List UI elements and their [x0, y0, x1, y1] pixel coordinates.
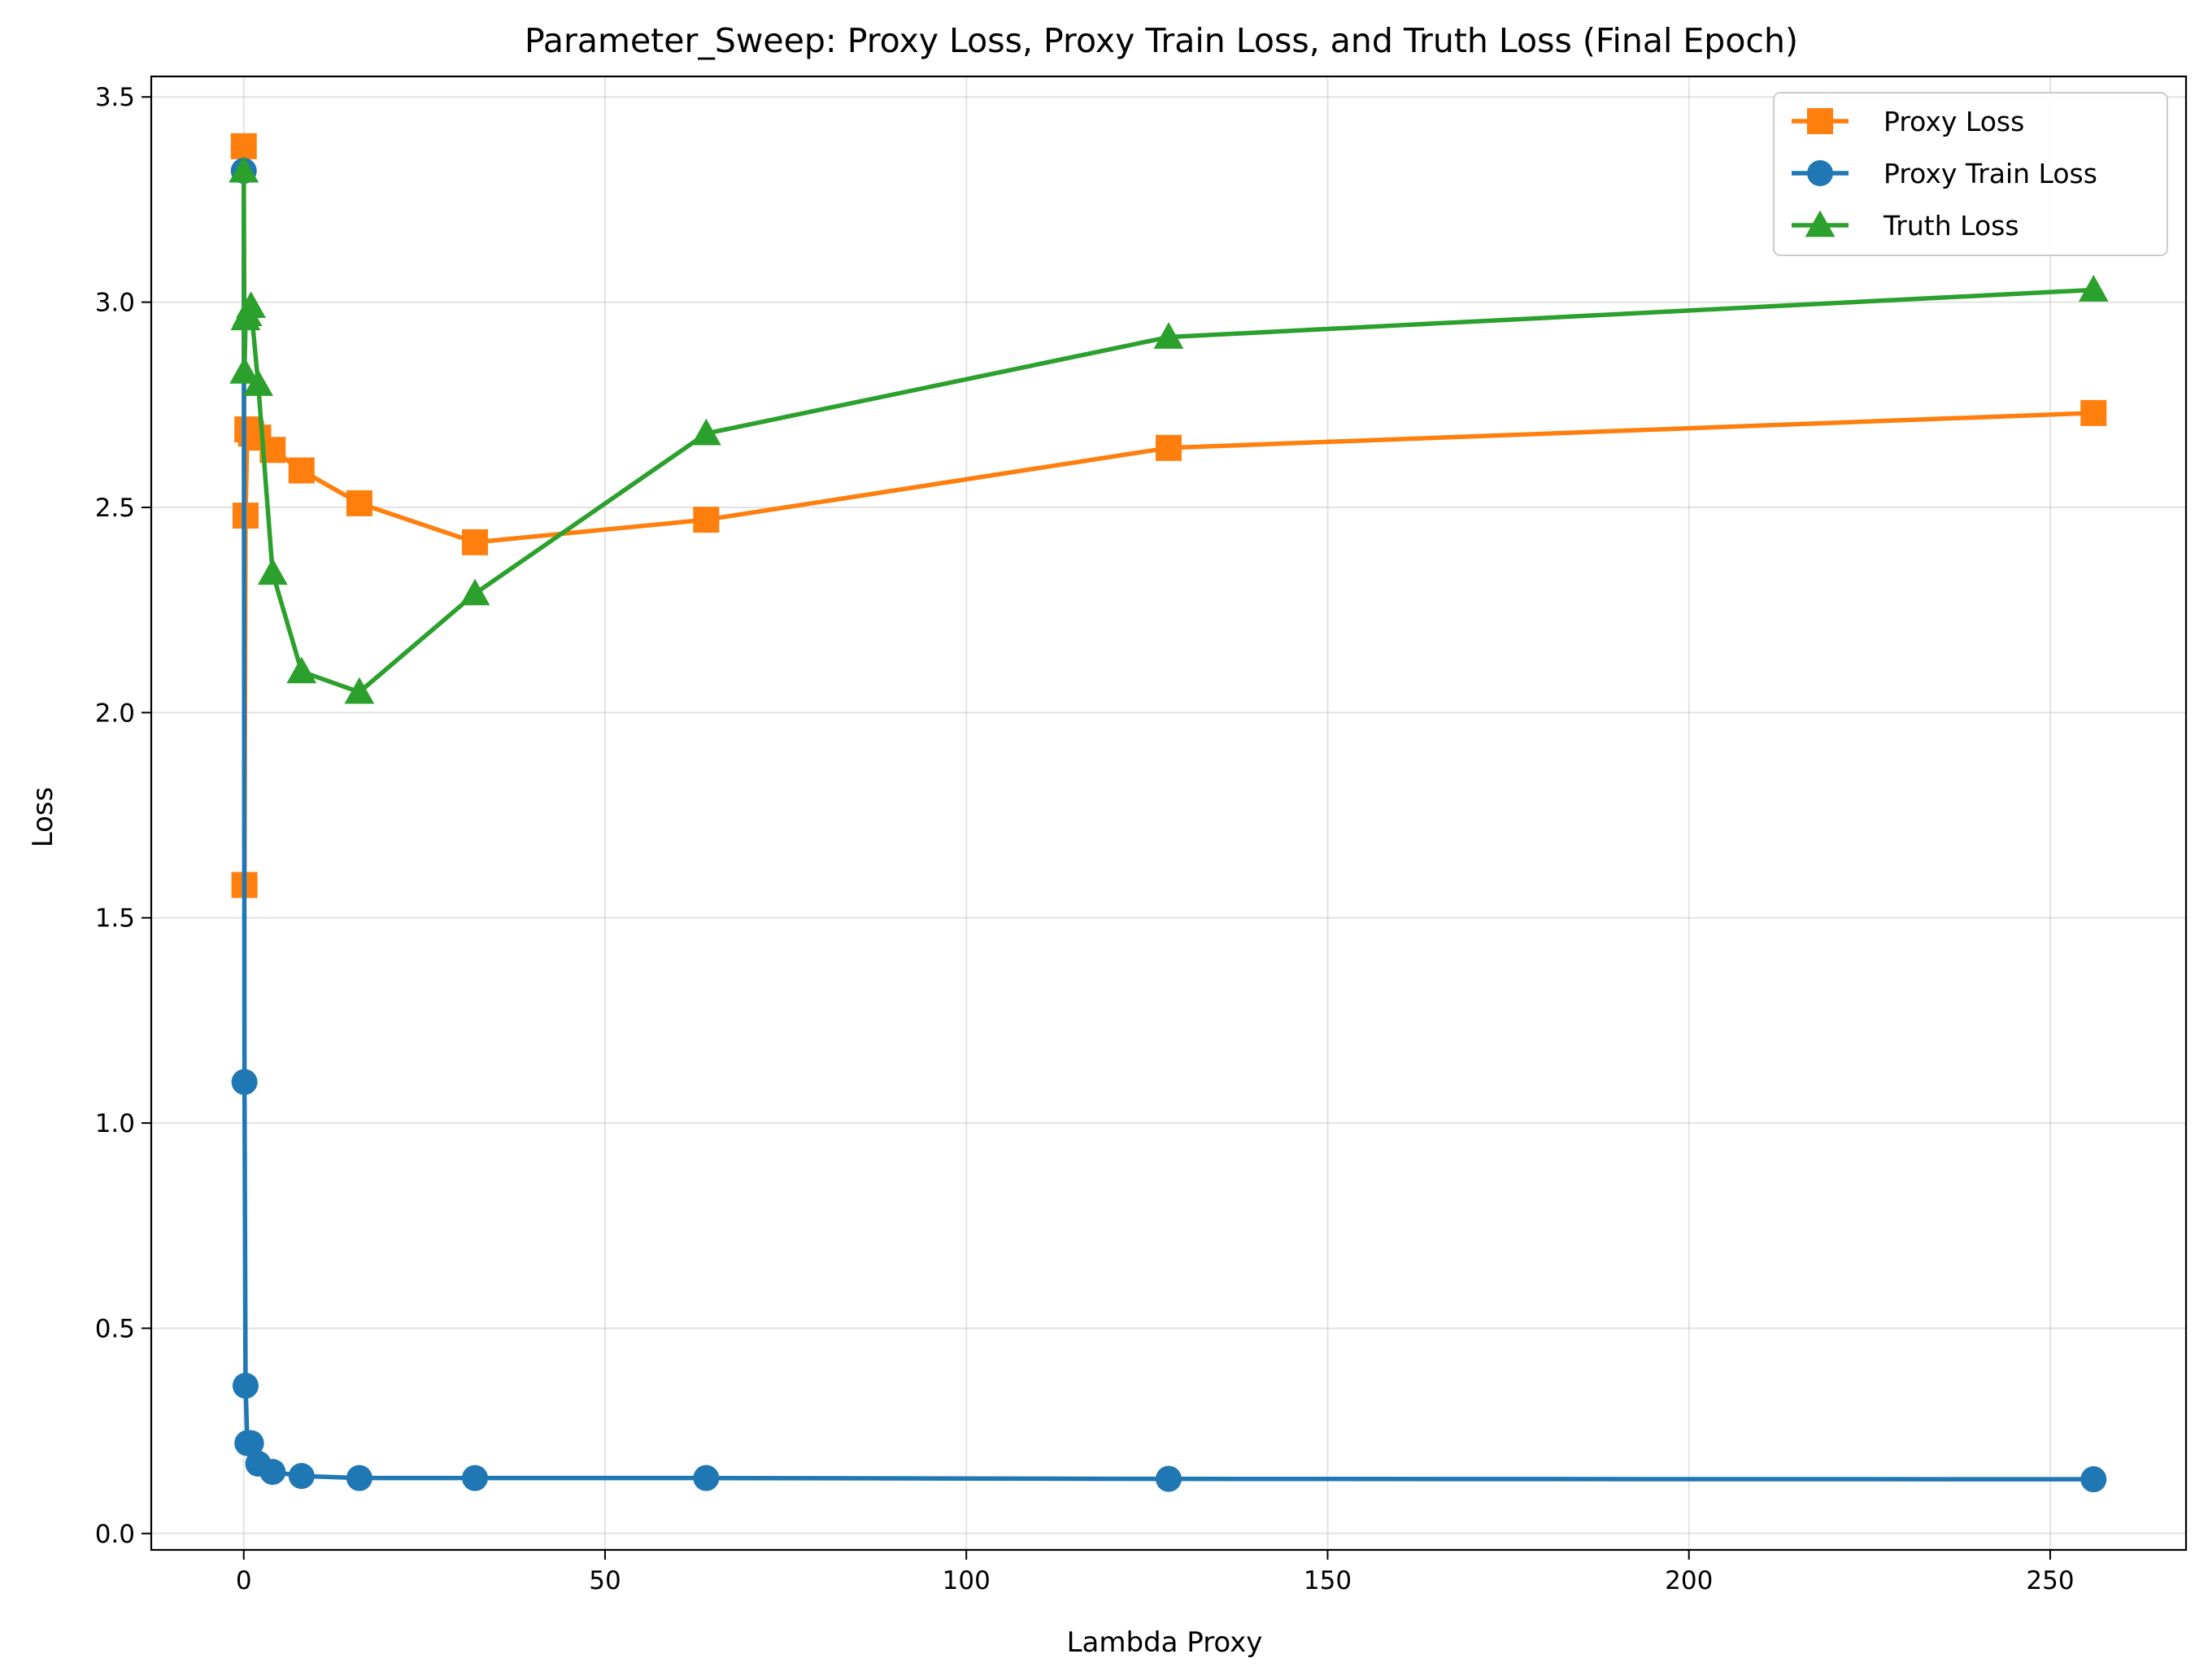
legend-marker: [1807, 160, 1833, 186]
truth-loss-point: [1153, 322, 1184, 349]
proxy-train-loss-point: [232, 1373, 259, 1399]
x-axis-label: Lambda Proxy: [1067, 1626, 1263, 1659]
proxy-train-loss-point: [346, 1465, 372, 1491]
proxy-train-loss-point: [1156, 1465, 1182, 1492]
y-tick-label: 0.5: [95, 1314, 135, 1343]
x-tick-label: 0: [236, 1566, 252, 1595]
legend-item-proxy-loss: Proxy Loss: [1792, 106, 2024, 137]
legend-item-proxy-train-loss: Proxy Train Loss: [1792, 158, 2097, 189]
legend-label: Proxy Loss: [1884, 106, 2024, 137]
proxy-loss-point: [693, 507, 720, 533]
proxy-train-loss-point: [231, 1068, 258, 1095]
proxy-loss-point: [462, 529, 489, 555]
proxy-train-loss-point: [288, 1463, 315, 1490]
y-tick-label: 2.0: [95, 699, 135, 728]
proxy-loss-point: [288, 457, 315, 484]
x-tick-label: 200: [1665, 1566, 1713, 1595]
y-tick-label: 3.0: [95, 289, 135, 318]
proxy-loss-point: [346, 490, 372, 516]
plot-frame: [150, 75, 2188, 1552]
series-layer: [229, 133, 2109, 1493]
y-tick-label: 1.0: [95, 1109, 135, 1138]
truth-loss-point: [286, 656, 317, 684]
axis-ticks: 0 50 100 150 200 250 0.0 0.5 1.0 1.5 2.0 2.5 3.0 3.5: [95, 83, 2075, 1595]
truth-loss-point: [690, 418, 721, 446]
legend-item-truth-loss: Truth Loss: [1792, 210, 2019, 242]
truth-loss-point: [344, 677, 375, 704]
legend-label: Proxy Train Loss: [1884, 158, 2097, 189]
truth-loss-point: [236, 291, 267, 319]
truth-loss-point: [2078, 275, 2109, 302]
proxy-loss-point: [1156, 434, 1182, 461]
y-axis-label: Loss: [27, 787, 59, 848]
truth-loss-point: [229, 357, 260, 384]
legend-label: Truth Loss: [1883, 210, 2019, 242]
proxy-train-loss-point: [237, 1430, 264, 1456]
proxy-train-loss-point: [462, 1465, 489, 1491]
x-tick-label: 100: [943, 1566, 991, 1595]
x-tick-label: 250: [2026, 1566, 2074, 1595]
truth-loss-point: [243, 369, 273, 396]
chart-title: Parameter_Sweep: Proxy Loss, Proxy Train…: [525, 21, 1798, 60]
y-tick-label: 0.0: [95, 1520, 135, 1549]
legend: Proxy Loss Proxy Train Loss Truth Loss: [1773, 92, 2168, 256]
x-tick-label: 150: [1304, 1566, 1352, 1595]
truth-loss-point: [229, 155, 259, 183]
series-truth-loss: [229, 155, 2109, 704]
grid-lines: [151, 76, 2186, 1550]
proxy-loss-point: [2080, 399, 2107, 426]
x-tick-label: 50: [589, 1566, 621, 1595]
proxy-train-loss-point: [693, 1465, 720, 1491]
proxy-train-loss-point: [259, 1459, 286, 1486]
y-tick-label: 2.5: [95, 494, 135, 523]
truth-loss-point: [459, 578, 490, 606]
y-tick-label: 1.5: [95, 904, 135, 934]
proxy-loss-point: [230, 133, 257, 159]
y-tick-label: 3.5: [95, 83, 135, 112]
truth-loss-point: [257, 558, 288, 585]
legend-box: [1773, 92, 2168, 256]
legend-marker: [1805, 210, 1836, 237]
proxy-train-loss-point: [2080, 1466, 2107, 1493]
series-proxy-train-loss: [230, 158, 2107, 1493]
legend-marker: [1807, 108, 1833, 134]
